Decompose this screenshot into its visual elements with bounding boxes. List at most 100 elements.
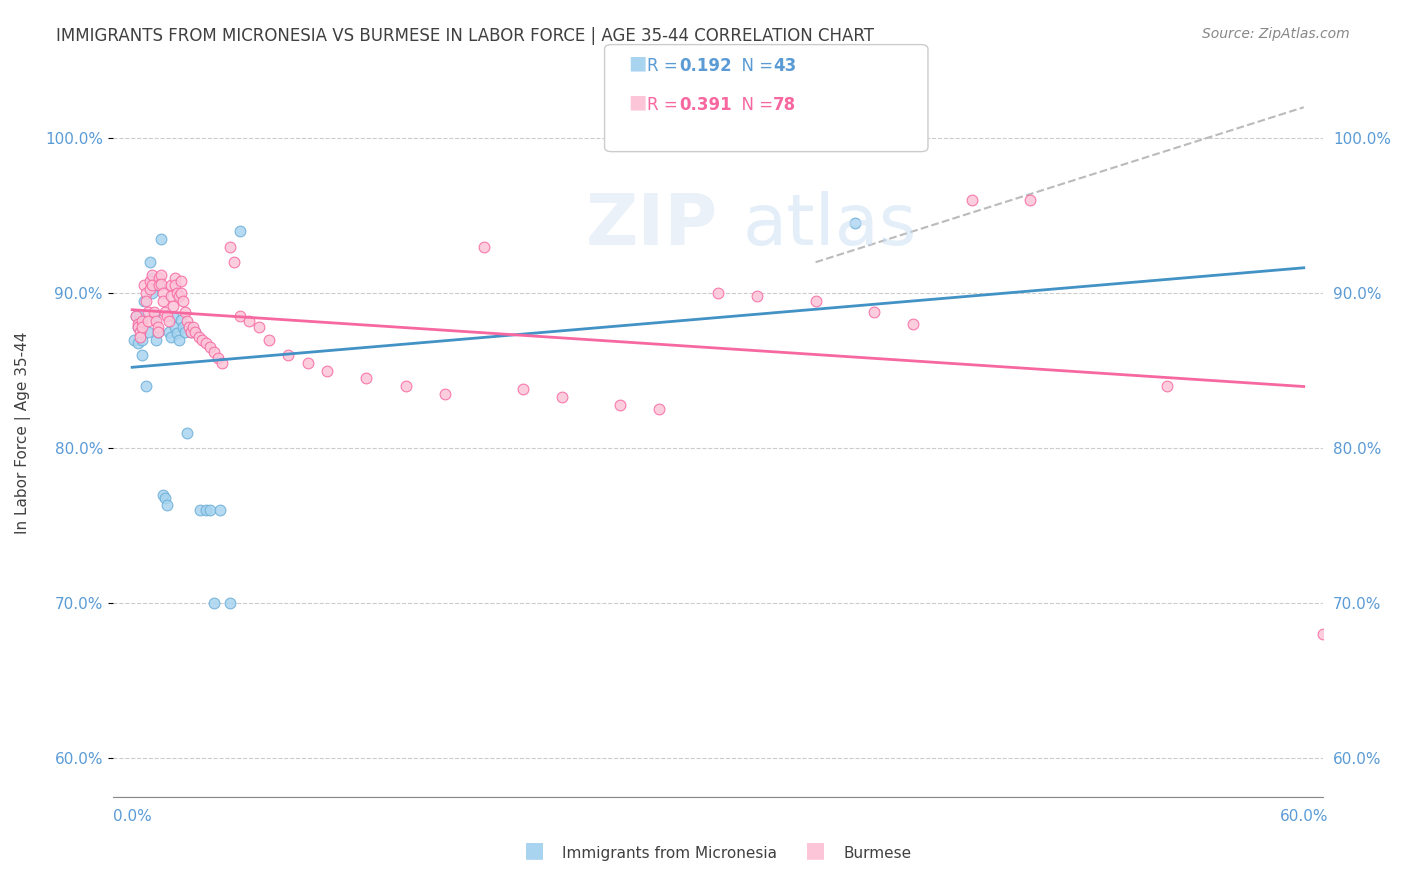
- Point: [277, 348, 299, 362]
- Point: [131, 314, 153, 328]
- Point: [160, 278, 183, 293]
- Point: [131, 333, 153, 347]
- Point: [152, 293, 174, 308]
- Point: [191, 333, 214, 347]
- Point: [167, 289, 190, 303]
- Point: [707, 286, 730, 301]
- Text: IMMIGRANTS FROM MICRONESIA VS BURMESE IN LABOR FORCE | AGE 35-44 CORRELATION CHA: IMMIGRANTS FROM MICRONESIA VS BURMESE IN…: [56, 27, 875, 45]
- Point: [145, 314, 167, 328]
- Point: [297, 356, 319, 370]
- Point: [202, 345, 225, 359]
- Point: [183, 325, 205, 339]
- Point: [127, 320, 149, 334]
- Point: [228, 224, 250, 238]
- Point: [141, 270, 163, 285]
- Point: [127, 317, 149, 331]
- Text: Immigrants from Micronesia: Immigrants from Micronesia: [562, 847, 778, 861]
- Point: [138, 281, 160, 295]
- Text: 60.0%: 60.0%: [1279, 809, 1329, 824]
- Point: [247, 320, 270, 334]
- Point: [172, 320, 194, 334]
- Point: [238, 314, 260, 328]
- Point: [156, 310, 179, 324]
- Point: [200, 340, 222, 354]
- Point: [148, 278, 170, 293]
- Point: [165, 278, 187, 293]
- Text: ZIP: ZIP: [586, 191, 718, 260]
- Point: [157, 314, 180, 328]
- Text: Source: ZipAtlas.com: Source: ZipAtlas.com: [1202, 27, 1350, 41]
- Point: [150, 232, 173, 246]
- Point: [745, 289, 768, 303]
- Point: [136, 305, 159, 319]
- Point: [183, 325, 205, 339]
- Text: 0.192: 0.192: [679, 57, 731, 75]
- Point: [155, 491, 177, 505]
- Point: [257, 333, 280, 347]
- Point: [132, 278, 155, 293]
- Point: [160, 289, 183, 303]
- Text: 78: 78: [773, 95, 796, 113]
- Point: [181, 320, 204, 334]
- Text: 43: 43: [773, 57, 797, 75]
- Point: [1156, 379, 1178, 393]
- Point: [148, 270, 170, 285]
- Point: [211, 356, 233, 370]
- Point: [135, 286, 157, 301]
- Point: [609, 398, 631, 412]
- Point: [316, 364, 339, 378]
- Point: [166, 286, 188, 301]
- Point: [190, 503, 212, 517]
- Point: [903, 317, 925, 331]
- Point: [195, 335, 218, 350]
- Text: ■: ■: [806, 840, 825, 860]
- Point: [150, 277, 173, 291]
- Point: [138, 274, 160, 288]
- Point: [180, 325, 202, 339]
- Point: [136, 314, 159, 328]
- Point: [150, 268, 173, 282]
- Point: [160, 329, 183, 343]
- Point: [187, 329, 209, 343]
- Point: [136, 325, 159, 339]
- Point: [155, 305, 177, 319]
- Point: [195, 503, 218, 517]
- Point: [512, 382, 534, 396]
- Text: atlas: atlas: [742, 191, 917, 260]
- Point: [152, 488, 174, 502]
- Point: [157, 325, 180, 339]
- Point: [125, 310, 148, 324]
- Point: [394, 379, 416, 393]
- Point: [433, 387, 456, 401]
- Point: [141, 278, 163, 293]
- Point: [208, 503, 231, 517]
- Text: N =: N =: [731, 57, 779, 75]
- Point: [170, 286, 193, 301]
- Point: [844, 217, 866, 231]
- Point: [135, 379, 157, 393]
- Point: [127, 335, 149, 350]
- Text: ■: ■: [524, 840, 544, 860]
- Point: [551, 390, 574, 404]
- Point: [804, 293, 827, 308]
- Point: [129, 308, 152, 322]
- Point: [170, 274, 193, 288]
- Point: [156, 499, 179, 513]
- Text: 0.391: 0.391: [679, 95, 731, 113]
- Point: [356, 371, 378, 385]
- Point: [180, 325, 202, 339]
- Point: [176, 425, 198, 440]
- Point: [648, 402, 671, 417]
- Point: [138, 255, 160, 269]
- Text: R =: R =: [647, 95, 683, 113]
- Point: [200, 503, 222, 517]
- Point: [132, 293, 155, 308]
- Point: [170, 312, 193, 326]
- Point: [202, 596, 225, 610]
- Point: [173, 325, 195, 339]
- Point: [167, 333, 190, 347]
- Point: [863, 305, 886, 319]
- Point: [135, 293, 157, 308]
- Point: [228, 310, 250, 324]
- Point: [162, 299, 184, 313]
